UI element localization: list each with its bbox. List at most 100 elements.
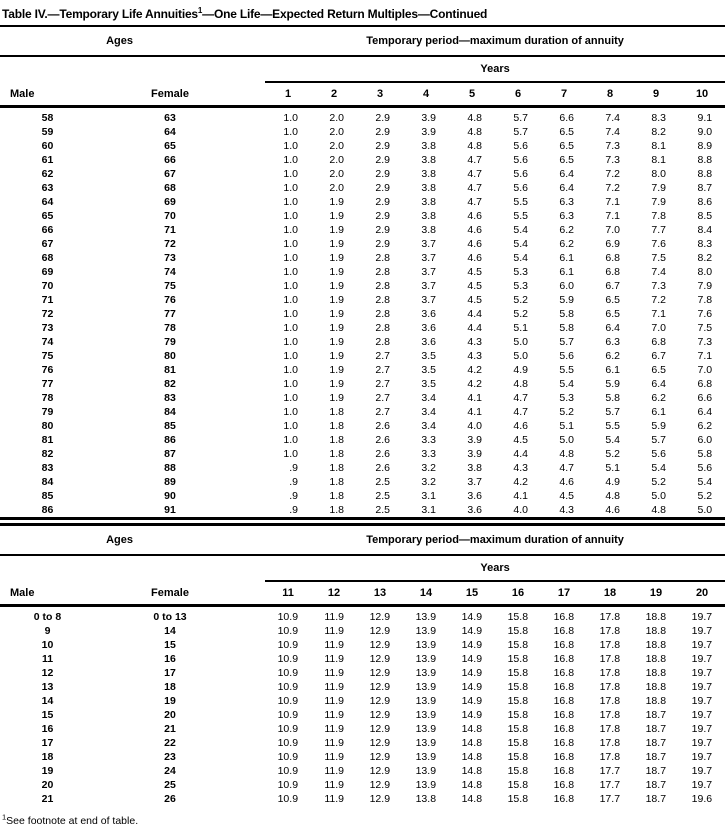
multiple-value-cell: 2.8 — [375, 280, 391, 292]
multiple-value-cell: 11.9 — [324, 751, 345, 763]
row-spacer-cell — [245, 750, 265, 764]
multiple-value-cell: 17.8 — [599, 695, 621, 707]
table-row: 86 91 .9 1.8 2.5 3.1 3.6 4.0 4.3 4.6 4.8 5.0 — [0, 503, 725, 519]
multiple-value-cell: 4.5 — [559, 490, 575, 502]
multiple-value-cell: 19.7 — [691, 765, 713, 777]
multiple-value-cell: 14.9 — [461, 681, 483, 693]
multiple-value-cell: 3.6 — [421, 308, 437, 320]
multiple-value-cell: 1.0 — [283, 350, 299, 362]
table-row: 74 79 1.0 1.9 2.8 3.6 4.3 5.0 5.7 6.3 6.8 7.3 — [0, 335, 725, 349]
multiple-value-cell: 7.4 — [605, 126, 621, 138]
multiple-value-cell: 2.9 — [375, 154, 391, 166]
multiple-value-cell: 15.8 — [507, 765, 529, 777]
multiple-value-cell: 6.6 — [697, 392, 713, 404]
multiple-value-cell: 7.1 — [605, 210, 621, 222]
multiple-value-cell: 17.7 — [599, 793, 621, 805]
multiple-value-cell: 19.7 — [691, 667, 713, 679]
male-age-cell: 79 — [41, 406, 54, 418]
multiple-value-cell: 1.9 — [329, 336, 345, 348]
multiple-value-cell: 15.8 — [507, 639, 529, 651]
multiple-value-cell: 1.0 — [283, 196, 299, 208]
multiple-value-cell: 5.8 — [697, 448, 713, 460]
multiple-value-cell: 13.9 — [415, 723, 437, 735]
multiple-value-cell: 8.9 — [697, 140, 713, 152]
multiple-value-cell: 3.9 — [421, 112, 437, 124]
year-column-header: 10 — [679, 82, 725, 108]
multiple-value-cell: 8.7 — [697, 182, 713, 194]
multiple-value-cell: 5.2 — [513, 308, 529, 320]
multiple-value-cell: 10.9 — [277, 751, 299, 763]
multiple-value-cell: 14.8 — [461, 779, 483, 791]
multiple-value-cell: 4.6 — [605, 504, 621, 516]
multiple-value-cell: 3.3 — [421, 448, 437, 460]
multiple-value-cell: 4.7 — [513, 392, 529, 404]
multiple-value-cell: 11.9 — [324, 765, 345, 777]
multiple-value-cell: 16.8 — [553, 723, 575, 735]
multiple-value-cell: 12.9 — [369, 667, 391, 679]
multiple-value-cell: 1.0 — [283, 448, 299, 460]
multiple-value-cell: 15.8 — [507, 695, 529, 707]
multiple-value-cell: 12.9 — [369, 611, 391, 623]
multiple-value-cell: 5.9 — [559, 294, 575, 306]
multiple-value-cell: 1.8 — [329, 462, 345, 474]
multiple-value-cell: 7.0 — [651, 322, 667, 334]
multiple-value-cell: 4.3 — [467, 336, 483, 348]
multiple-value-cell: 3.9 — [467, 448, 483, 460]
male-age-cell: 0 to 8 — [33, 611, 62, 623]
multiple-value-cell: 1.9 — [329, 266, 345, 278]
female-age-cell: 80 — [164, 350, 176, 362]
multiple-value-cell: 7.1 — [605, 196, 621, 208]
female-column-header: Female — [95, 581, 245, 607]
multiple-value-cell: 1.9 — [329, 224, 345, 236]
multiple-value-cell: 1.0 — [283, 406, 299, 418]
male-age-cell: 12 — [41, 667, 54, 679]
table-row: 79 84 1.0 1.8 2.7 3.4 4.1 4.7 5.2 5.7 6.1 6.4 — [0, 405, 725, 419]
multiple-value-cell: 1.9 — [329, 364, 345, 376]
multiple-value-cell: 3.4 — [421, 420, 437, 432]
multiple-value-cell: 6.5 — [605, 308, 621, 320]
multiple-value-cell: 1.0 — [283, 224, 299, 236]
multiple-value-cell: 1.9 — [329, 392, 345, 404]
row-spacer-cell — [245, 652, 265, 666]
female-age-cell: 15 — [164, 639, 176, 651]
multiple-value-cell: 11.9 — [324, 709, 345, 721]
female-age-cell: 81 — [164, 364, 176, 376]
row-spacer-cell — [245, 433, 265, 447]
table-row: 63 68 1.0 2.0 2.9 3.8 4.7 5.6 6.4 7.2 7.9 8.7 — [0, 181, 725, 195]
multiple-value-cell: 3.9 — [467, 434, 483, 446]
male-age-cell: 78 — [41, 392, 54, 404]
multiple-value-cell: 15.8 — [507, 779, 529, 791]
multiple-value-cell: 16.8 — [553, 667, 575, 679]
multiple-value-cell: 7.9 — [697, 280, 713, 292]
row-spacer-cell — [245, 363, 265, 377]
multiple-value-cell: 3.8 — [421, 140, 437, 152]
multiple-value-cell: 7.1 — [651, 308, 667, 320]
row-spacer-cell — [245, 666, 265, 680]
multiple-value-cell: 2.0 — [329, 154, 345, 166]
column-header-spacer — [245, 82, 266, 108]
male-age-cell: 11 — [41, 653, 54, 665]
multiple-value-cell: .9 — [289, 476, 299, 488]
female-age-cell: 25 — [164, 779, 176, 791]
female-age-cell: 78 — [164, 322, 176, 334]
multiple-value-cell: 11.9 — [324, 611, 345, 623]
multiple-value-cell: 13.9 — [415, 695, 437, 707]
multiple-value-cell: 15.8 — [507, 723, 529, 735]
multiple-value-cell: 1.0 — [283, 364, 299, 376]
male-age-cell: 20 — [41, 779, 54, 791]
multiple-value-cell: 18.8 — [645, 611, 667, 623]
multiple-value-cell: 4.3 — [513, 462, 529, 474]
multiple-value-cell: 3.7 — [421, 280, 437, 292]
multiple-value-cell: 2.6 — [375, 462, 391, 474]
multiple-value-cell: 2.9 — [375, 210, 391, 222]
multiple-value-cell: 14.8 — [461, 765, 483, 777]
year-column-header: 4 — [403, 82, 450, 108]
year-column-header: 16 — [495, 581, 542, 607]
multiple-value-cell: 5.2 — [697, 490, 713, 502]
table-row: 75 80 1.0 1.9 2.7 3.5 4.3 5.0 5.6 6.2 6.7 7.1 — [0, 349, 725, 363]
multiple-value-cell: 7.8 — [651, 210, 667, 222]
multiple-value-cell: 7.6 — [697, 308, 713, 320]
multiple-value-cell: 6.2 — [605, 350, 621, 362]
multiple-value-cell: 5.4 — [651, 462, 667, 474]
